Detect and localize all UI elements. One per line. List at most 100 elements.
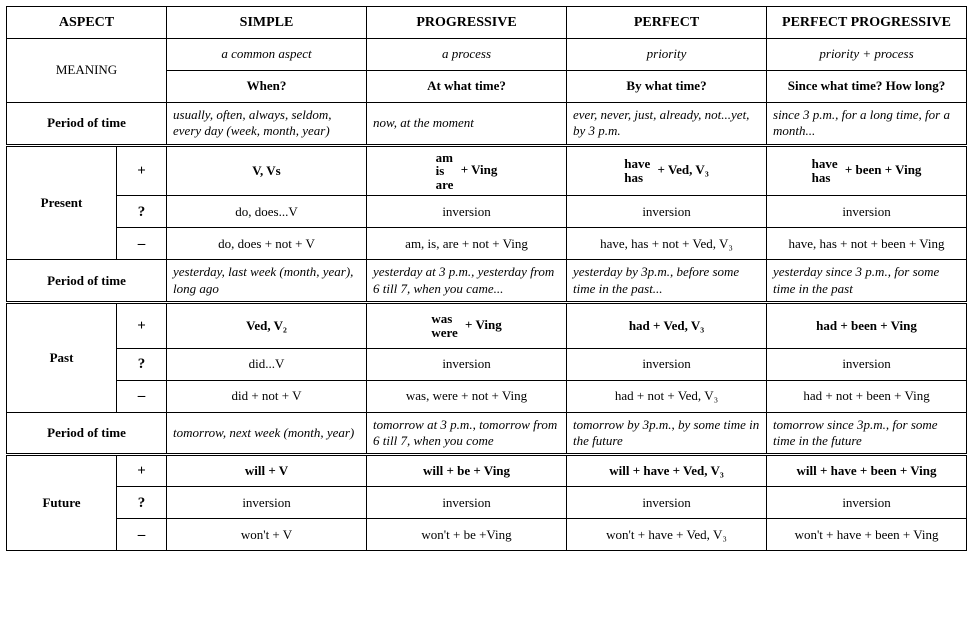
future-m-perfprog: won't + have + been + Ving — [767, 519, 967, 551]
present-q-perfprog: inversion — [767, 196, 967, 228]
am-is-are-stack: amisare — [436, 151, 454, 192]
past-m-progressive: was, were + not + Ving — [367, 380, 567, 412]
future-q-perfprog: inversion — [767, 487, 967, 519]
past-period-perfect: yesterday by 3p.m., before some time in … — [567, 260, 767, 303]
future-q-simple: inversion — [167, 487, 367, 519]
present-plus-simple-val: V, Vs — [252, 163, 280, 178]
future-q-perfect: inversion — [567, 487, 767, 519]
past-m-simple: did + not + V — [167, 380, 367, 412]
present-q-progressive: inversion — [367, 196, 567, 228]
present-plus-sym: + — [117, 145, 167, 196]
past-minus-row: – did + not + V was, were + not + Ving h… — [7, 380, 967, 412]
past-q-perfect: inversion — [567, 348, 767, 380]
meaning-progressive: a process — [367, 39, 567, 71]
period-label-past: Period of time — [7, 260, 167, 303]
present-q-sym: ? — [117, 196, 167, 228]
future-plus-perfect: will + have + Ved, V₃ — [567, 455, 767, 487]
header-progressive: PROGRESSIVE — [367, 7, 567, 39]
future-minus-row: – won't + V won't + be +Ving won't + hav… — [7, 519, 967, 551]
past-q-sym: ? — [117, 348, 167, 380]
was-were-stack: waswere — [431, 312, 457, 339]
past-question-row: ? did...V inversion inversion inversion — [7, 348, 967, 380]
present-minus-row: – do, does + not + V am, is, are + not +… — [7, 228, 967, 260]
past-plus-perfect: had + Ved, V₃ — [567, 302, 767, 348]
present-plus-simple: V, Vs — [167, 145, 367, 196]
present-period-perfect: ever, never, just, already, not...yet, b… — [567, 103, 767, 146]
past-plus-pp-val: had + been + Ving — [816, 318, 917, 333]
future-m-sym: – — [117, 519, 167, 551]
future-question-row: ? inversion inversion inversion inversio… — [7, 487, 967, 519]
future-plus-simple-val: will + V — [245, 463, 288, 478]
past-plus-prog-rest: + Ving — [465, 317, 502, 332]
future-plus-progressive: will + be + Ving — [367, 455, 567, 487]
future-plus-perfprog: will + have + been + Ving — [767, 455, 967, 487]
meaning-perfprog: priority + process — [767, 39, 967, 71]
future-period-progressive: tomorrow at 3 p.m., tomorrow from 6 till… — [367, 412, 567, 455]
present-m-sym: – — [117, 228, 167, 260]
past-q-simple: did...V — [167, 348, 367, 380]
past-plus-progressive: waswere + Ving — [367, 302, 567, 348]
future-plus-simple: will + V — [167, 455, 367, 487]
future-period-row: Period of time tomorrow, next week (mont… — [7, 412, 967, 455]
present-plus-perfect: havehas + Ved, V₃ — [567, 145, 767, 196]
future-plus-prog-val: will + be + Ving — [423, 463, 510, 478]
past-plus-perfprog: had + been + Ving — [767, 302, 967, 348]
present-label: Present — [7, 145, 117, 260]
future-label: Future — [7, 455, 117, 551]
future-plus-row: Future + will + V will + be + Ving will … — [7, 455, 967, 487]
header-simple: SIMPLE — [167, 7, 367, 39]
meaning-row-1: MEANING a common aspect a process priori… — [7, 39, 967, 71]
meaning-q-simple: When? — [167, 71, 367, 103]
have-has-stack-1: havehas — [624, 157, 650, 184]
meaning-label: MEANING — [7, 39, 167, 103]
future-m-perfect: won't + have + Ved, V₃ — [567, 519, 767, 551]
present-plus-row: Present + V, Vs amisare + Ving havehas +… — [7, 145, 967, 196]
meaning-q-perfprog: Since what time? How long? — [767, 71, 967, 103]
present-period-simple: usually, often, always, seldom, every da… — [167, 103, 367, 146]
meaning-perfect: priority — [567, 39, 767, 71]
future-m-progressive: won't + be +Ving — [367, 519, 567, 551]
present-m-simple: do, does + not + V — [167, 228, 367, 260]
past-period-perfprog: yesterday since 3 p.m., for some time in… — [767, 260, 967, 303]
present-m-perfect: have, has + not + Ved, V₃ — [567, 228, 767, 260]
past-m-sym: – — [117, 380, 167, 412]
future-q-progressive: inversion — [367, 487, 567, 519]
tense-aspect-table: ASPECT SIMPLE PROGRESSIVE PERFECT PERFEC… — [6, 6, 967, 551]
past-q-perfprog: inversion — [767, 348, 967, 380]
future-period-simple: tomorrow, next week (month, year) — [167, 412, 367, 455]
meaning-q-progressive: At what time? — [367, 71, 567, 103]
period-label-future: Period of time — [7, 412, 167, 455]
present-period-progressive: now, at the moment — [367, 103, 567, 146]
future-q-sym: ? — [117, 487, 167, 519]
past-plus-sym: + — [117, 302, 167, 348]
present-q-simple: do, does...V — [167, 196, 367, 228]
future-period-perfect: tomorrow by 3p.m., by some time in the f… — [567, 412, 767, 455]
past-plus-simple-val: Ved, V₂ — [246, 318, 287, 333]
present-period-perfprog: since 3 p.m., for a long time, for a mon… — [767, 103, 967, 146]
past-plus-perf-val: had + Ved, V₃ — [629, 318, 704, 333]
past-plus-simple: Ved, V₂ — [167, 302, 367, 348]
present-plus-prog-rest: + Ving — [461, 162, 498, 177]
present-question-row: ? do, does...V inversion inversion inver… — [7, 196, 967, 228]
meaning-q-perfect: By what time? — [567, 71, 767, 103]
past-m-perfect: had + not + Ved, V₃ — [567, 380, 767, 412]
future-plus-pp-val: will + have + been + Ving — [797, 463, 937, 478]
present-q-perfect: inversion — [567, 196, 767, 228]
future-plus-sym: + — [117, 455, 167, 487]
present-plus-progressive: amisare + Ving — [367, 145, 567, 196]
header-perfect-progressive: PERFECT PROGRESSIVE — [767, 7, 967, 39]
past-m-perfprog: had + not + been + Ving — [767, 380, 967, 412]
past-label: Past — [7, 302, 117, 412]
future-plus-perf-val: will + have + Ved, V₃ — [609, 463, 724, 478]
present-m-progressive: am, is, are + not + Ving — [367, 228, 567, 260]
header-row: ASPECT SIMPLE PROGRESSIVE PERFECT PERFEC… — [7, 7, 967, 39]
period-label-present: Period of time — [7, 103, 167, 146]
present-plus-pp-rest: + been + Ving — [845, 162, 922, 177]
meaning-simple: a common aspect — [167, 39, 367, 71]
present-plus-perfprog: havehas + been + Ving — [767, 145, 967, 196]
present-plus-perf-rest: + Ved, V₃ — [658, 162, 709, 177]
past-period-row: Period of time yesterday, last week (mon… — [7, 260, 967, 303]
have-has-stack-2: havehas — [812, 157, 838, 184]
future-period-perfprog: tomorrow since 3p.m., for some time in t… — [767, 412, 967, 455]
past-plus-row: Past + Ved, V₂ waswere + Ving had + Ved,… — [7, 302, 967, 348]
